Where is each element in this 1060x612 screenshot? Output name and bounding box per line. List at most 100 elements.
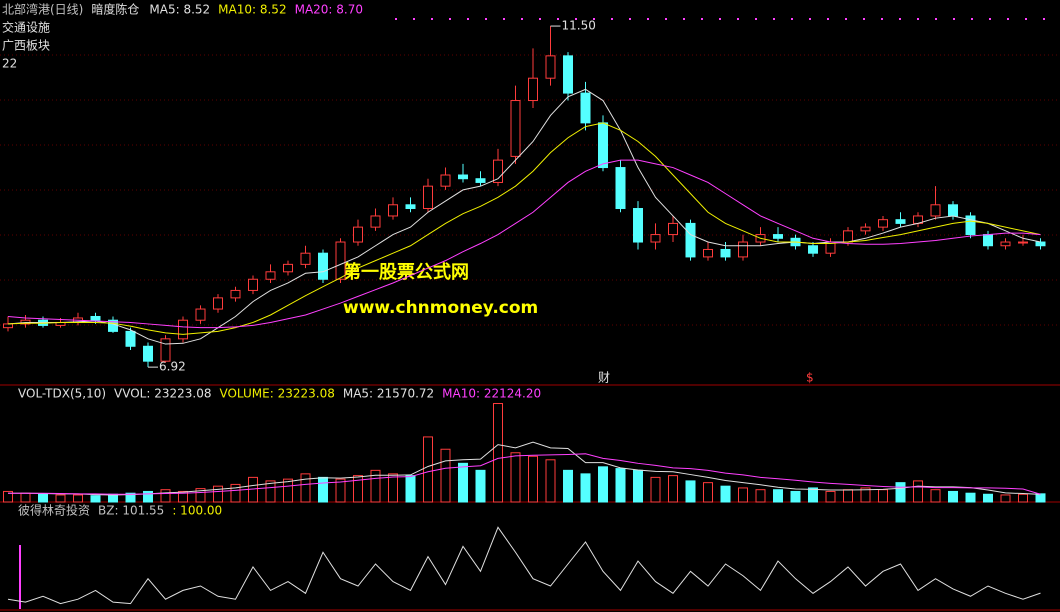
volume-bar <box>755 489 766 503</box>
legend-entry: MA10: 8.52 <box>218 3 286 17</box>
note: 广西板块 <box>2 39 50 53</box>
volume-bar <box>913 480 923 503</box>
candle-body <box>440 174 451 187</box>
candle-body <box>948 204 958 217</box>
volume-bar <box>178 490 188 503</box>
volume-bar <box>545 459 556 503</box>
volume-bar <box>318 476 328 503</box>
volume-bar <box>160 489 171 503</box>
candle-body <box>475 178 486 183</box>
volume-bar <box>983 493 993 503</box>
volume-bar <box>860 487 871 503</box>
volume-bar <box>20 492 31 503</box>
series-line <box>7 526 1041 605</box>
series-line <box>8 441 1041 496</box>
volume-bar <box>458 462 468 503</box>
volume-bar <box>73 494 83 503</box>
volume-bar <box>668 475 678 503</box>
volume-bar <box>790 490 801 503</box>
candle-body <box>230 289 241 299</box>
candle-body <box>650 234 661 243</box>
annotation: 6.92 <box>159 360 186 374</box>
candle-body <box>318 252 328 280</box>
candle-body <box>930 204 941 217</box>
series-line <box>8 453 1041 495</box>
chart-title: 北部湾港(日线) <box>2 2 83 17</box>
volume-bar <box>633 469 643 503</box>
volume-bar <box>475 469 486 503</box>
candle-body <box>195 308 206 321</box>
legend-entry: VVOL: 23223.08 <box>114 387 211 401</box>
marker: 财 <box>598 371 610 385</box>
candle-body <box>738 241 748 258</box>
candle-body <box>580 92 591 124</box>
candle-body <box>125 330 136 347</box>
volume-bar <box>283 478 293 503</box>
candle-body <box>300 252 311 265</box>
candle-body <box>598 122 608 169</box>
candle-body <box>1000 241 1011 247</box>
legend-entry: MA10: 22124.20 <box>442 387 541 401</box>
volume-bar <box>1018 493 1028 503</box>
candle-body <box>843 230 853 243</box>
series-line <box>7 159 1041 329</box>
chart-title: 彼得林奇投资 <box>18 503 90 518</box>
candle-body <box>3 323 13 329</box>
volume-bar <box>528 455 538 503</box>
candle-body <box>335 241 346 280</box>
volume-bar <box>825 490 836 503</box>
volume-bar <box>353 475 363 503</box>
volume-bar <box>580 473 591 503</box>
volume-bar <box>230 483 241 503</box>
volume-bar <box>125 492 136 503</box>
candle-body <box>615 167 626 210</box>
candle-body <box>685 222 696 258</box>
volume-bar <box>773 489 783 503</box>
candle-body <box>633 208 643 243</box>
note: 交通设施 <box>2 20 50 35</box>
volume-bar <box>650 476 661 503</box>
volume-bar <box>55 494 66 503</box>
volume-bar <box>563 469 573 503</box>
volume-bar <box>720 485 731 503</box>
candle-body <box>1035 241 1046 247</box>
volume-bar <box>370 469 381 503</box>
volume-bar <box>930 489 941 503</box>
volume-bar <box>703 482 713 503</box>
candle-body <box>213 297 223 310</box>
candle-body <box>895 219 906 224</box>
volume-bar <box>300 473 311 503</box>
legend-entry: MA20: 8.70 <box>295 3 363 17</box>
candle-body <box>405 204 416 210</box>
grid <box>0 54 1060 326</box>
candle-body <box>965 215 976 236</box>
legend-entry: VOLUME: 23223.08 <box>219 387 334 401</box>
candle-body <box>90 315 101 321</box>
candle-body <box>458 174 468 180</box>
candle-body <box>720 248 731 258</box>
volume-bar <box>615 468 626 503</box>
volume-bar <box>38 493 48 503</box>
volume-bar <box>878 489 888 503</box>
volume-bar <box>948 490 958 503</box>
volume-bar <box>685 480 696 503</box>
volume-bar <box>738 487 748 503</box>
candle-body <box>878 219 888 228</box>
candle-body <box>563 55 573 94</box>
volume-bar <box>405 475 416 503</box>
volume-bar <box>213 485 223 503</box>
legend-entry: MA5: 21570.72 <box>343 387 434 401</box>
volume-bar <box>265 480 276 503</box>
note: 22 <box>2 57 17 71</box>
candle-body <box>808 245 818 254</box>
volume-bar <box>3 490 13 503</box>
candle-body <box>773 234 783 239</box>
volume-bar <box>195 488 206 503</box>
candle-body <box>703 248 713 258</box>
volume-bar <box>808 487 818 503</box>
candle-body <box>283 263 293 273</box>
series-line <box>7 88 1041 345</box>
candle-body <box>370 215 381 228</box>
